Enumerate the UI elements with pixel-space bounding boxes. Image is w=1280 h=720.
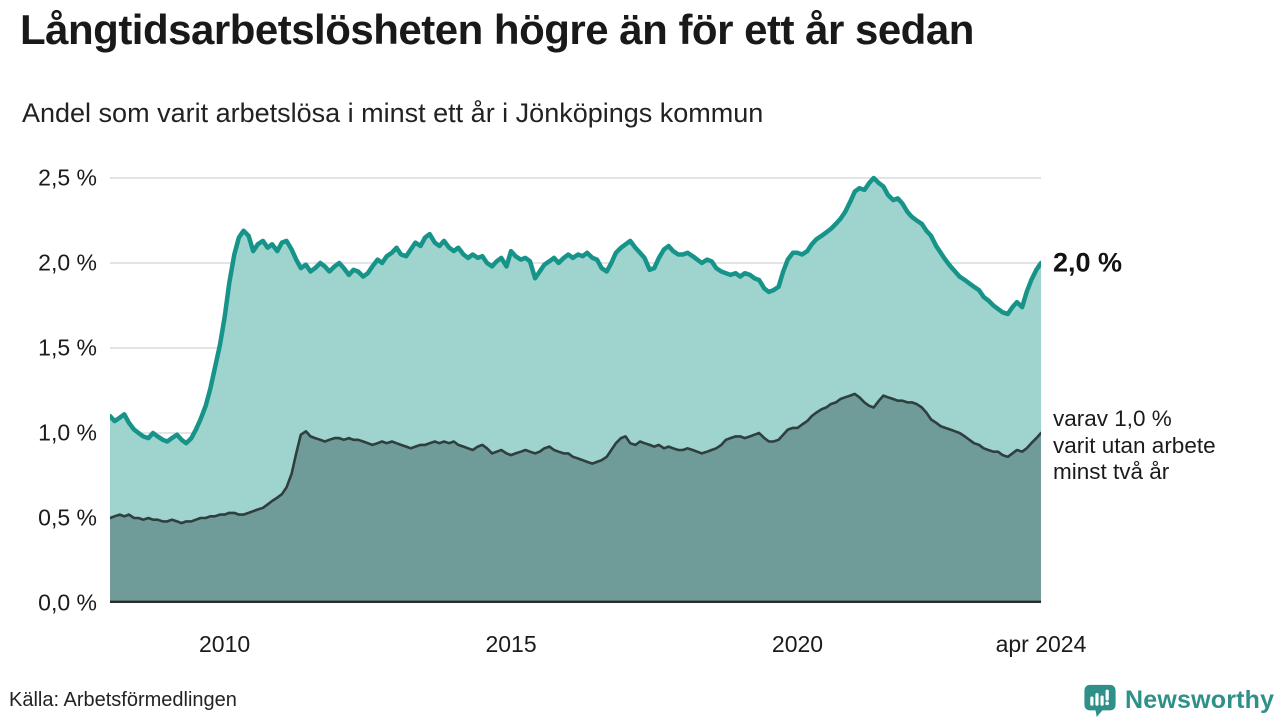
area-two-years bbox=[110, 393, 1041, 603]
newsworthy-wordmark: Newsworthy bbox=[1125, 686, 1275, 714]
y-axis-label: 1,0 % bbox=[38, 419, 97, 446]
line-two-years bbox=[110, 392, 1041, 525]
x-axis-label: 2020 bbox=[771, 631, 824, 657]
y-axis-label: 0,0 % bbox=[38, 589, 97, 616]
y-axis-label: 0,5 % bbox=[38, 504, 97, 531]
x-axis-label: 2015 bbox=[485, 631, 537, 657]
source-note: Källa: Arbetsförmedlingen bbox=[9, 689, 237, 711]
page-title: Långtidsarbetslösheten högre än för ett … bbox=[20, 6, 974, 53]
annotation-line: varit utan arbete bbox=[1053, 432, 1216, 458]
newsworthy-logo-icon bbox=[1084, 684, 1116, 718]
annotation-line: varav 1,0 % bbox=[1053, 406, 1172, 431]
line-one-year bbox=[110, 175, 1041, 446]
series-end-label-two-years: varav 1,0 % varit utan arbete minst två … bbox=[1053, 406, 1216, 486]
annotation-line: minst två år bbox=[1053, 459, 1170, 484]
x-axis: 2010 2015 2020 apr 2024 bbox=[0, 631, 1280, 663]
newsworthy-brand: Newsworthy bbox=[1083, 683, 1274, 718]
y-axis-label: 2,0 % bbox=[38, 249, 97, 276]
plot-area bbox=[110, 175, 1041, 603]
x-axis-label: apr 2024 bbox=[995, 631, 1087, 657]
y-axis-label: 2,5 % bbox=[38, 164, 97, 191]
y-axis-label: 1,5 % bbox=[38, 334, 97, 361]
chart-subtitle: Andel som varit arbetslösa i minst ett å… bbox=[22, 98, 764, 128]
y-axis: 0,0 % 0,5 % 1,0 % 1,5 % 2,0 % 2,5 % bbox=[0, 160, 97, 616]
x-axis-label: 2010 bbox=[198, 631, 251, 657]
series-end-label-one-year: 2,0 % bbox=[1053, 247, 1123, 278]
